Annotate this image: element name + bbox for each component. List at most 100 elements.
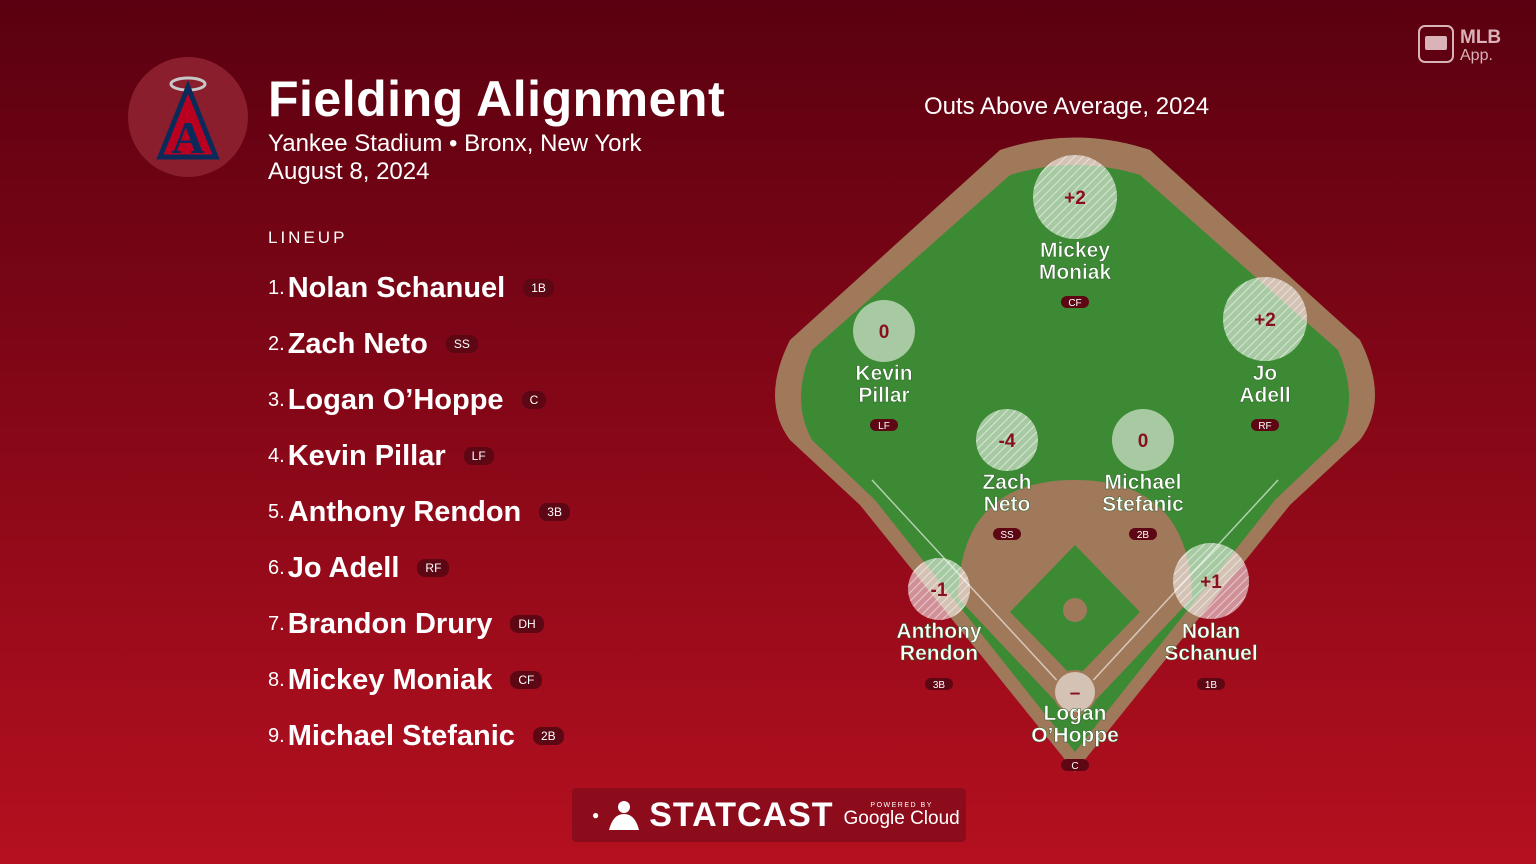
lineup-number: 5. xyxy=(268,500,285,523)
fielder-pos-label: RF xyxy=(1258,421,1271,432)
fielder-pos-badge xyxy=(925,678,953,690)
fielder-pos-badge xyxy=(1197,678,1225,690)
fielder-pos-label: 3B xyxy=(933,680,946,691)
fielder-last-name: Pillar xyxy=(858,384,909,407)
lineup-player-name: Brandon Drury xyxy=(287,607,493,640)
fielder-last-name: Stefanic xyxy=(1102,493,1184,516)
fielder-last-name: Rendon xyxy=(900,642,978,665)
oaa-circle-hatch xyxy=(1223,277,1307,361)
lineup-item: 7. Brandon Drury DH xyxy=(268,596,570,652)
position-badge: 1B xyxy=(523,279,554,297)
fielder-first-name: Anthony xyxy=(896,620,981,643)
mlb-app-logo: MLB App. xyxy=(1418,24,1518,71)
fielder-first-name: Jo xyxy=(1253,362,1278,385)
lineup-label: LINEUP xyxy=(268,228,348,247)
lineup-item: 8. Mickey Moniak CF xyxy=(268,652,570,708)
lineup-player-name: Logan O’Hoppe xyxy=(287,383,504,416)
lineup-player-name: Mickey Moniak xyxy=(287,663,493,696)
fielder-first-name: Logan xyxy=(1044,702,1107,725)
powered-by-text: POWERED BY xyxy=(870,802,933,809)
mlb-app-subtext: App. xyxy=(1460,47,1493,64)
oaa-value: +2 xyxy=(1254,310,1276,331)
lineup-item: 9. Michael Stefanic 2B xyxy=(268,708,570,764)
lineup-number: 1. xyxy=(268,276,285,299)
fielder-first-name: Kevin xyxy=(855,362,912,385)
fielder-first-name: Nolan xyxy=(1182,620,1240,643)
position-badge: 3B xyxy=(539,503,570,521)
fielder-pos-label: C xyxy=(1071,761,1078,772)
subtitle: Yankee Stadium • Bronx, New York August … xyxy=(268,130,642,186)
powered-by-google-cloud: POWERED BY Google Cloud xyxy=(844,802,960,828)
fielder-pos-badge xyxy=(870,419,898,431)
oaa-value: +1 xyxy=(1200,572,1222,593)
lineup-item: 2. Zach Neto SS xyxy=(268,316,570,372)
team-logo-letter: A xyxy=(171,112,204,163)
fielder-first-name: Zach xyxy=(982,471,1031,494)
oaa-circle xyxy=(1055,672,1095,712)
oaa-circle-hatch xyxy=(1033,155,1117,239)
oaa-value: -4 xyxy=(999,431,1016,452)
lineup-item: 3. Logan O’Hoppe C xyxy=(268,372,570,428)
fielder-pos-label: CF xyxy=(1068,298,1081,309)
fielder-pos-label: 1B xyxy=(1205,680,1218,691)
lineup-number: 4. xyxy=(268,444,285,467)
lineup-number: 8. xyxy=(268,668,285,691)
lineup-player-name: Zach Neto xyxy=(287,327,428,360)
lineup-player-name: Anthony Rendon xyxy=(287,495,522,528)
mlb-app-text: MLB xyxy=(1460,27,1501,48)
google-cloud-text: Google Cloud xyxy=(843,808,960,829)
lineup-player-name: Nolan Schanuel xyxy=(287,271,506,304)
fielder-pos-badge xyxy=(1251,419,1279,431)
statcast-wordmark: STATCAST xyxy=(649,795,834,834)
oaa-circle-hatch xyxy=(1173,543,1249,619)
oaa-value: 0 xyxy=(1138,431,1149,452)
oaa-circle-hatch xyxy=(976,409,1038,471)
fielder-last-name: O’Hoppe xyxy=(1031,724,1119,747)
position-badge: SS xyxy=(445,335,478,353)
lineup-item: 1. Nolan Schanuel 1B xyxy=(268,260,570,316)
fielder-last-name: Schanuel xyxy=(1164,642,1257,665)
lineup-number: 3. xyxy=(268,388,285,411)
position-badge: CF xyxy=(510,671,543,689)
oaa-value: +2 xyxy=(1064,188,1086,209)
position-badge: 2B xyxy=(532,727,564,745)
oaa-value: – xyxy=(1070,683,1081,704)
venue: Yankee Stadium • Bronx, New York xyxy=(268,130,642,157)
lineup-list: 1. Nolan Schanuel 1B 2. Zach Neto SS 3. Logan O… xyxy=(268,260,570,764)
lineup-player-name: Michael Stefanic xyxy=(287,719,515,752)
fielder-last-name: Moniak xyxy=(1039,261,1112,284)
oaa-title: Outs Above Average, 2024 xyxy=(924,93,1210,120)
position-badge: C xyxy=(521,391,547,409)
lineup-number: 9. xyxy=(268,724,285,747)
pitchers-mound xyxy=(1063,598,1087,622)
fielder-pos-badge xyxy=(1129,528,1157,540)
batter-icon xyxy=(609,801,640,830)
oaa-value: -1 xyxy=(931,580,948,601)
position-badge: RF xyxy=(417,559,450,577)
team-logo: A xyxy=(128,57,248,177)
outfield-grass xyxy=(801,165,1349,752)
position-badge: DH xyxy=(510,615,544,633)
fielder-first-name: Mickey xyxy=(1040,239,1110,262)
fielder-pos-label: LF xyxy=(878,421,890,432)
lineup-number: 2. xyxy=(268,332,285,355)
statcast-dot: ● xyxy=(592,808,600,822)
lineup-number: 6. xyxy=(268,556,285,579)
game-date: August 8, 2024 xyxy=(268,158,430,185)
lineup-item: 5. Anthony Rendon 3B xyxy=(268,484,570,540)
fielder-pos-badge xyxy=(1061,296,1089,308)
fielder-last-name: Adell xyxy=(1239,384,1290,407)
statcast-banner: ● STATCAST POWERED BY Google Cloud xyxy=(572,788,966,842)
lineup-item: 6. Jo Adell RF xyxy=(268,540,570,596)
lineup-number: 7. xyxy=(268,612,285,635)
fielder-pos-label: SS xyxy=(1000,530,1014,541)
fielder-first-name: Michael xyxy=(1104,471,1181,494)
